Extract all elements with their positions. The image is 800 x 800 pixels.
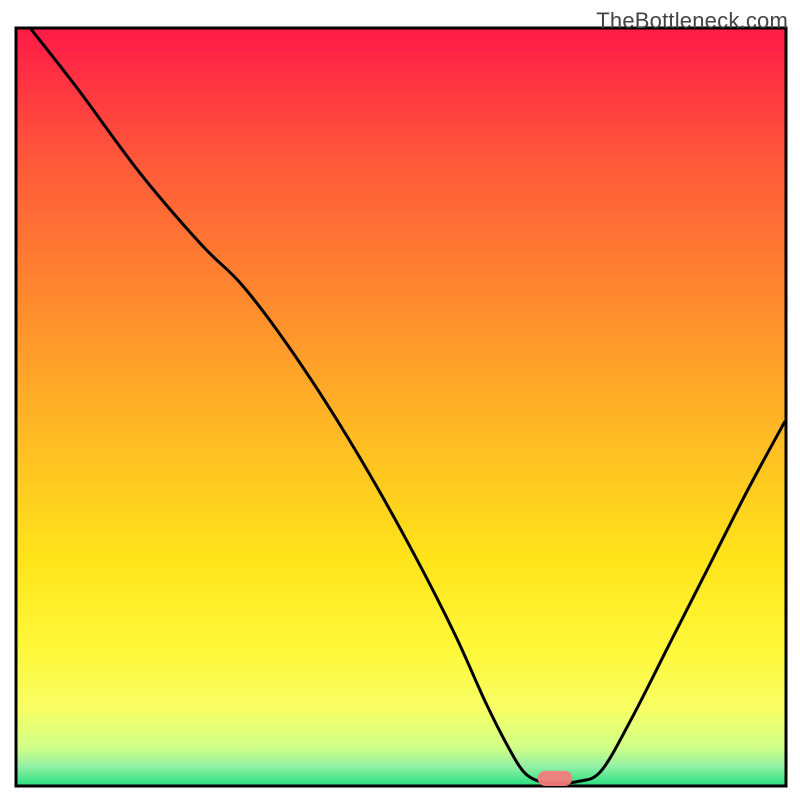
- optimum-marker: [538, 771, 573, 786]
- bottleneck-chart: TheBottleneck.com: [0, 0, 800, 800]
- chart-svg: [0, 0, 800, 800]
- chart-background: [16, 28, 786, 786]
- watermark-text: TheBottleneck.com: [596, 8, 788, 34]
